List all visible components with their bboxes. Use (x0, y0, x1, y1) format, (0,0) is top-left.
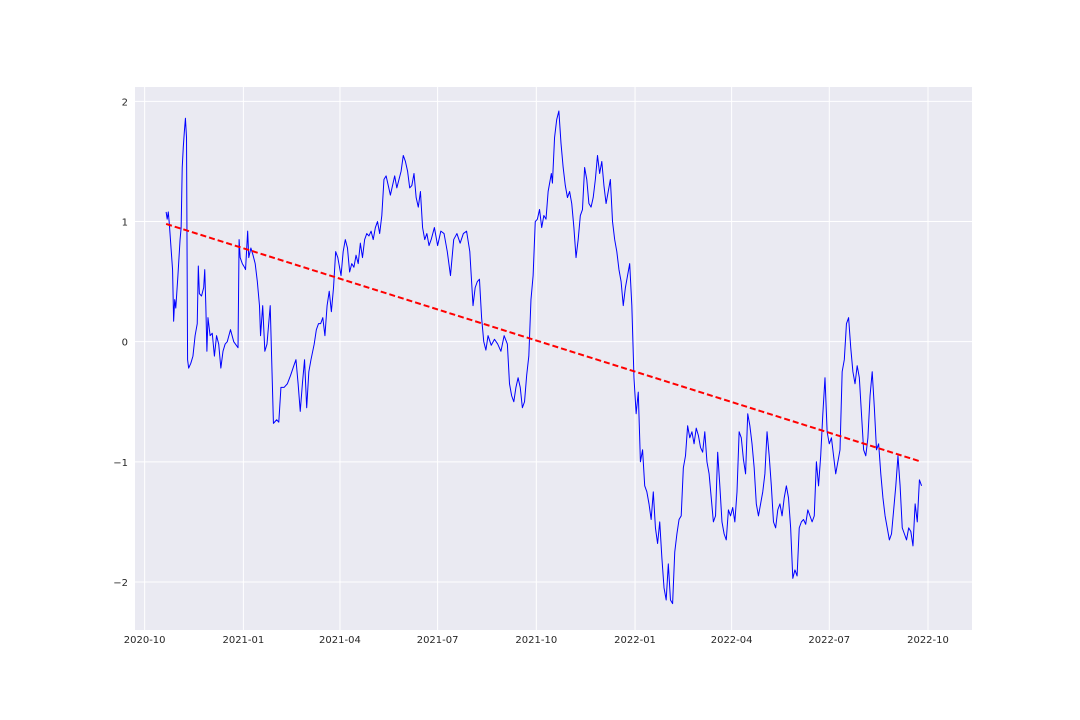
y-axis-ticks: 2 1 0 −1 −2 (113, 97, 128, 589)
x-tick-label: 2022-10 (907, 635, 949, 646)
series-line (165, 110, 923, 605)
y-tick-label: 0 (122, 338, 128, 349)
x-tick-label: 2020-10 (124, 635, 166, 646)
plot-area (135, 87, 972, 630)
x-tick-label: 2022-04 (711, 635, 753, 646)
y-tick-label: 1 (122, 218, 128, 229)
x-tick-label: 2021-10 (515, 635, 557, 646)
x-tick-label: 2021-07 (417, 635, 459, 646)
x-axis-ticks: 2020-10 2021-01 2021-04 2021-07 2021-10 2022-… (124, 635, 949, 646)
x-tick-label: 2021-01 (222, 635, 264, 646)
grid (135, 87, 972, 630)
y-tick-label: 2 (122, 97, 128, 108)
y-tick-label: −2 (113, 578, 128, 589)
series-group (165, 110, 923, 605)
x-tick-label: 2022-07 (808, 635, 850, 646)
y-tick-label: −1 (113, 458, 128, 469)
trend-line-dashed (165, 222, 922, 463)
x-tick-label: 2022-01 (614, 635, 656, 646)
x-tick-label: 2021-04 (319, 635, 361, 646)
